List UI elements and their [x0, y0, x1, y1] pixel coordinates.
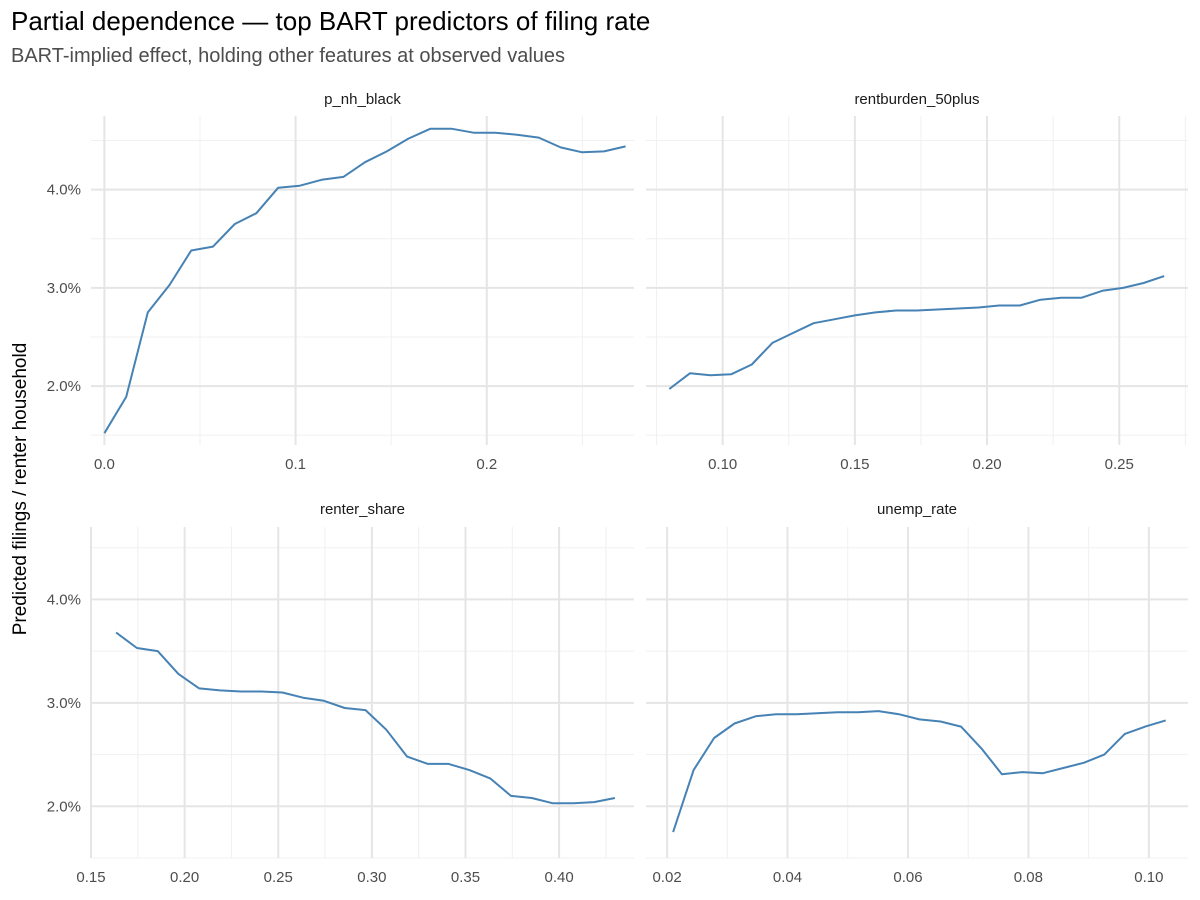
facet-label: p_nh_black	[324, 91, 401, 108]
y-axis-label: Predicted filings / renter household	[10, 343, 31, 636]
x-tick-label: 0.20	[170, 869, 199, 886]
series-line-rentburden_50plus	[668, 275, 1165, 390]
y-tick-label: 3.0%	[47, 280, 81, 297]
facet-label: unemp_rate	[877, 501, 957, 518]
panel-rentburden_50plus: rentburden_50plus 0.10 0.15 0.20 0.25	[646, 91, 1188, 473]
chart-subtitle: BART-implied effect, holding other featu…	[11, 45, 566, 67]
x-tick-label: 0.15	[840, 456, 869, 473]
x-tick-label: 0.02	[652, 869, 681, 886]
panel-unemp_rate: unemp_rate 0.02 0.04 0.06 0.08 0.10	[646, 501, 1188, 886]
series-line-p_nh_black	[103, 127, 626, 434]
x-tick-label: 0.2	[476, 456, 497, 473]
y-tick-label: 2.0%	[47, 378, 81, 395]
x-tick-label: 0.35	[451, 869, 480, 886]
facet-label: renter_share	[320, 501, 405, 518]
x-tick-label: 0.30	[357, 869, 386, 886]
x-tick-label: 0.0	[94, 456, 115, 473]
x-tick-label: 0.06	[893, 869, 922, 886]
facet-label: rentburden_50plus	[854, 91, 979, 108]
x-tick-label: 0.10	[1134, 869, 1163, 886]
panel-p_nh_black: p_nh_black 0.0 0.1 0.2 2.0% 3.0% 4.0%	[47, 91, 634, 473]
panel-renter_share: renter_share 0.15 0.20 0.25 0.30 0.35 0.40 2.0%…	[47, 501, 634, 886]
x-tick-label: 0.15	[76, 869, 105, 886]
y-tick-label: 2.0%	[47, 798, 81, 815]
x-tick-label: 0.04	[773, 869, 802, 886]
chart-title: Partial dependence — top BART predictors…	[11, 6, 651, 36]
x-tick-label: 0.25	[264, 869, 293, 886]
y-tick-label: 4.0%	[47, 182, 81, 199]
y-tick-label: 3.0%	[47, 695, 81, 712]
series-line-renter_share	[115, 631, 616, 805]
x-tick-label: 0.10	[708, 456, 737, 473]
y-tick-label: 4.0%	[47, 591, 81, 608]
x-tick-label: 0.20	[972, 456, 1001, 473]
x-tick-label: 0.08	[1014, 869, 1043, 886]
x-tick-label: 0.25	[1105, 456, 1134, 473]
x-tick-label: 0.1	[285, 456, 306, 473]
series-line-unemp_rate	[672, 710, 1166, 833]
x-tick-label: 0.40	[545, 869, 574, 886]
